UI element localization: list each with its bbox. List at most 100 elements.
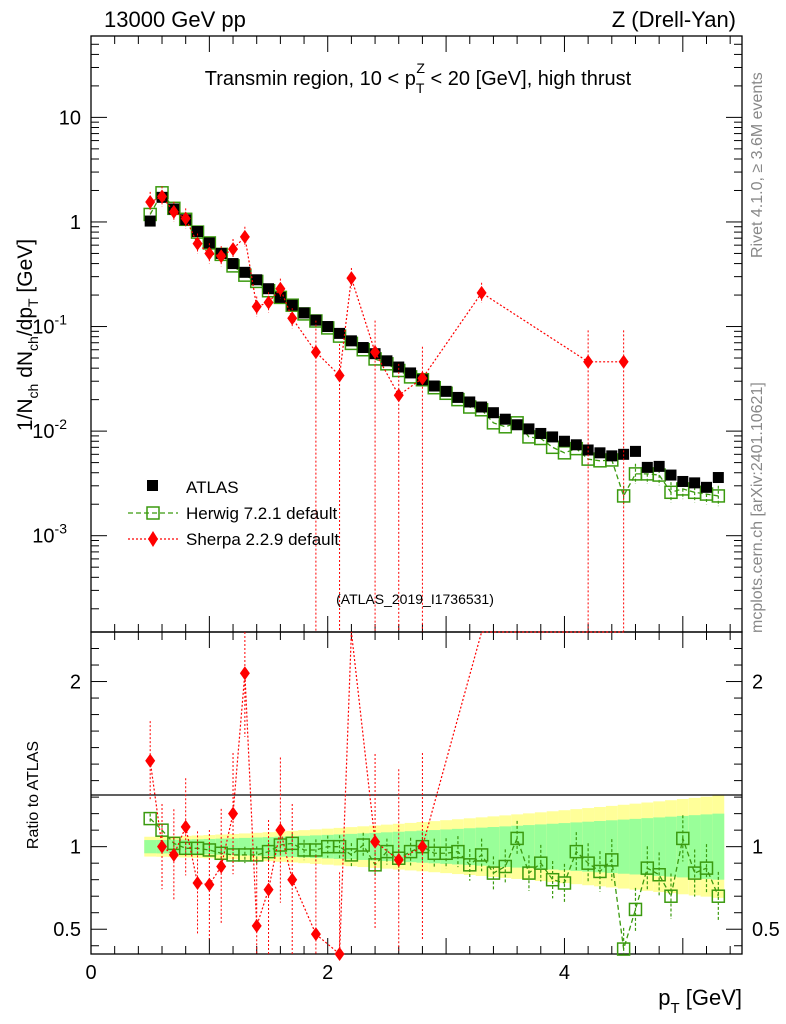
atlas-point <box>192 226 204 238</box>
atlas-point <box>464 396 476 408</box>
herwig-ratio-point <box>463 858 477 872</box>
herwig-ratio-point <box>699 861 714 875</box>
sherpa-ratio-point <box>145 753 156 768</box>
ratio-band-inner <box>629 818 642 875</box>
ratio-band-inner <box>357 833 370 860</box>
main-data <box>143 186 726 632</box>
main-panel: 10-3 10-2 10-1 1 10 Transmin region, 10 < pT… <box>14 35 743 633</box>
sherpa-ratio-point <box>251 918 262 933</box>
atlas-point <box>499 413 511 425</box>
atlas-point <box>251 274 263 286</box>
ratio-y-tick-labels: 0.5 0.5 1 1 2 2 <box>53 672 780 942</box>
title-pre: Transmin region, 10 < p <box>205 68 416 90</box>
atlas-point <box>428 380 440 392</box>
atlas-point <box>452 391 464 403</box>
sherpa-point <box>216 249 227 264</box>
atlas-point <box>712 472 724 484</box>
ratio-band-inner <box>286 836 299 858</box>
atlas-point <box>618 448 630 460</box>
atlas-point <box>582 444 594 456</box>
ratio-band-inner <box>144 840 157 854</box>
herwig-ratio-point <box>534 856 548 870</box>
atlas-point <box>381 355 393 367</box>
herwig-ratio-point <box>593 864 607 879</box>
sherpa-ratio-line <box>149 631 624 956</box>
x-axis-label: pT [GeV] <box>658 985 742 1017</box>
ratio-band-inner <box>404 831 417 863</box>
atlas-point <box>677 475 689 487</box>
sherpa-point <box>393 388 404 403</box>
sherpa-point <box>157 189 168 204</box>
atlas-point <box>393 361 405 373</box>
atlas-point <box>274 291 286 303</box>
atlas-point <box>570 439 582 451</box>
herwig-ratio-point <box>616 942 631 956</box>
herwig-point <box>616 489 631 503</box>
herwig-ratio-point <box>510 831 524 846</box>
atlas-point <box>606 450 618 462</box>
sherpa-ratio-point <box>334 947 345 961</box>
herwig-ratio-point <box>711 889 726 903</box>
sherpa-ratio-point <box>310 927 321 942</box>
main-axis-ticks <box>90 35 742 632</box>
x-tick-label: 0 <box>85 962 96 984</box>
atlas-point <box>523 423 535 435</box>
atlas-point <box>203 237 215 249</box>
ratio-band-inner <box>523 825 535 869</box>
sherpa-point <box>263 295 274 310</box>
atlas-point <box>511 419 523 431</box>
sherpa-ratio-point <box>263 882 274 897</box>
y-tick-label: 10-2 <box>32 416 67 443</box>
legend-label-sherpa: Sherpa 2.2.9 default <box>186 530 339 549</box>
y-tick-label: 10 <box>59 107 81 129</box>
herwig-ratio-point <box>605 853 619 867</box>
sherpa-line <box>149 195 624 397</box>
ratio-band-inner <box>475 827 488 866</box>
atlas-point <box>558 435 570 447</box>
sherpa-point <box>346 271 357 286</box>
herwig-ratio-point <box>474 848 489 862</box>
atlas-point <box>227 258 239 270</box>
ratio-band-inner <box>653 817 666 876</box>
ratio-band-inner <box>499 826 512 867</box>
sherpa-point <box>310 345 321 360</box>
sherpa-point <box>168 204 179 219</box>
sherpa-ratio-point <box>393 852 404 867</box>
atlas-point <box>476 401 488 413</box>
title-sup: Z <box>416 60 425 76</box>
atlas-point <box>345 335 357 347</box>
ratio-tick-label-left: 2 <box>70 672 81 694</box>
sherpa-ratio-point <box>216 859 227 874</box>
herwig-ratio-point <box>652 867 666 882</box>
sherpa-ratio-point <box>204 877 215 892</box>
legend-label-herwig: Herwig 7.2.1 default <box>186 504 337 523</box>
x-tick-label: 2 <box>322 962 333 984</box>
ratio-data <box>143 631 726 961</box>
ratio-band-inner <box>582 821 595 872</box>
ratio-axis-ticks <box>90 631 742 954</box>
herwig-ratio-point <box>451 844 465 859</box>
herwig-ratio-point <box>664 889 678 903</box>
sherpa-ratio-point <box>180 819 191 834</box>
atlas-point <box>263 283 275 295</box>
x-tick-label: 4 <box>559 962 570 984</box>
sherpa-point <box>476 285 487 300</box>
atlas-point <box>689 477 701 489</box>
y-tick-label: 1 <box>70 212 81 234</box>
sherpa-point <box>370 345 381 360</box>
atlas-point <box>322 321 334 333</box>
title-sub: T <box>416 80 425 96</box>
sherpa-point <box>275 281 286 296</box>
herwig-ratio-point <box>628 902 643 917</box>
ratio-band-inner <box>688 815 701 879</box>
analysis-tag: (ATLAS_2019_I1736531) <box>336 591 494 607</box>
herwig-point <box>285 298 299 312</box>
title-post: < 20 [GeV], high thrust <box>425 68 632 90</box>
atlas-point <box>535 427 547 439</box>
y-tick-label: 10-1 <box>32 312 67 339</box>
sherpa-ratio-point <box>192 875 203 890</box>
sherpa-ratio-point <box>168 847 179 862</box>
herwig-ratio-point <box>356 838 370 852</box>
atlas-point <box>405 367 417 379</box>
ratio-band-inner <box>712 813 725 880</box>
